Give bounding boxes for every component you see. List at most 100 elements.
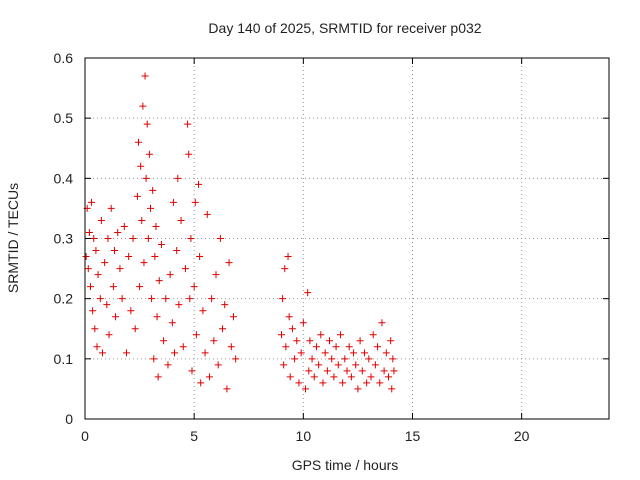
data-point xyxy=(199,307,207,315)
data-point xyxy=(390,367,398,375)
data-point xyxy=(150,355,158,363)
data-point xyxy=(326,337,334,345)
data-point xyxy=(291,355,299,363)
data-point xyxy=(227,343,235,351)
data-point xyxy=(177,216,185,224)
data-point xyxy=(352,361,360,369)
data-point xyxy=(86,283,94,291)
data-point xyxy=(122,349,130,357)
data-point xyxy=(214,361,222,369)
data-point xyxy=(101,259,109,267)
y-axis-ticks xyxy=(85,57,609,420)
data-point xyxy=(319,379,327,387)
data-point xyxy=(336,331,344,339)
data-point xyxy=(155,277,163,285)
y-tick-label: 0.3 xyxy=(54,231,74,247)
data-point xyxy=(288,325,296,333)
y-tick-label: 0.6 xyxy=(54,50,74,66)
data-point xyxy=(125,253,133,261)
data-point xyxy=(166,271,174,279)
data-point xyxy=(196,253,204,261)
data-point xyxy=(186,295,194,303)
data-point xyxy=(118,295,126,303)
data-point xyxy=(229,313,237,321)
data-point xyxy=(284,253,292,261)
data-point xyxy=(84,265,92,273)
data-point xyxy=(312,343,320,351)
data-point xyxy=(317,331,325,339)
data-point xyxy=(116,265,124,273)
data-point xyxy=(114,228,122,236)
data-point xyxy=(363,379,371,387)
data-point xyxy=(278,331,285,339)
data-point xyxy=(169,198,177,206)
data-point xyxy=(343,367,351,375)
data-point xyxy=(131,325,139,333)
data-point xyxy=(282,343,290,351)
data-point xyxy=(153,313,161,321)
data-point xyxy=(190,283,198,291)
data-point xyxy=(347,373,355,381)
data-point xyxy=(138,216,146,224)
data-point xyxy=(315,361,323,369)
data-point xyxy=(221,301,229,309)
data-point xyxy=(136,283,144,291)
x-tick-label: 0 xyxy=(81,428,89,444)
x-axis-labels: 0 5 10 15 20 xyxy=(81,428,530,444)
data-point xyxy=(151,253,159,261)
y-tick-label: 0.4 xyxy=(54,170,74,186)
data-point xyxy=(285,313,293,321)
x-tick-label: 5 xyxy=(190,428,198,444)
data-point xyxy=(286,373,294,381)
data-point xyxy=(154,373,162,381)
data-point xyxy=(210,337,218,345)
data-point xyxy=(371,361,379,369)
data-point xyxy=(374,343,382,351)
data-point xyxy=(149,186,157,194)
data-point xyxy=(185,150,193,158)
data-point xyxy=(195,180,203,188)
y-tick-label: 0.5 xyxy=(54,110,74,126)
x-tick-label: 20 xyxy=(514,428,530,444)
data-point xyxy=(293,337,301,345)
data-point xyxy=(299,319,307,327)
data-point xyxy=(219,325,227,333)
data-point xyxy=(208,295,216,303)
data-point xyxy=(188,367,196,375)
data-point xyxy=(304,289,312,297)
data-point xyxy=(302,385,310,393)
data-point xyxy=(332,343,340,351)
y-axis-labels: 0 0.1 0.2 0.3 0.4 0.5 0.6 xyxy=(54,50,74,427)
data-point xyxy=(98,349,106,357)
data-point xyxy=(88,198,96,206)
data-point xyxy=(147,204,154,212)
data-point xyxy=(105,331,113,339)
data-point xyxy=(339,379,347,387)
data-point xyxy=(205,373,213,381)
data-point xyxy=(140,259,148,267)
data-point xyxy=(184,120,192,128)
data-point xyxy=(382,349,390,357)
data-point xyxy=(350,349,358,357)
data-point xyxy=(310,373,318,381)
data-point xyxy=(144,235,152,242)
data-point xyxy=(323,367,331,375)
data-point xyxy=(280,361,288,369)
data-point xyxy=(181,265,189,273)
x-axis-ticks xyxy=(84,58,523,419)
data-point xyxy=(162,295,170,303)
data-point xyxy=(187,235,195,242)
data-point xyxy=(358,367,366,375)
data-point xyxy=(139,102,147,110)
data-point xyxy=(345,343,353,351)
data-point xyxy=(173,247,181,255)
data-point xyxy=(306,337,314,345)
data-point xyxy=(94,271,102,279)
data-point xyxy=(137,162,145,170)
data-point xyxy=(308,355,316,363)
data-point xyxy=(328,355,336,363)
data-point xyxy=(305,367,313,375)
data-point xyxy=(212,271,220,279)
data-point xyxy=(354,385,362,393)
